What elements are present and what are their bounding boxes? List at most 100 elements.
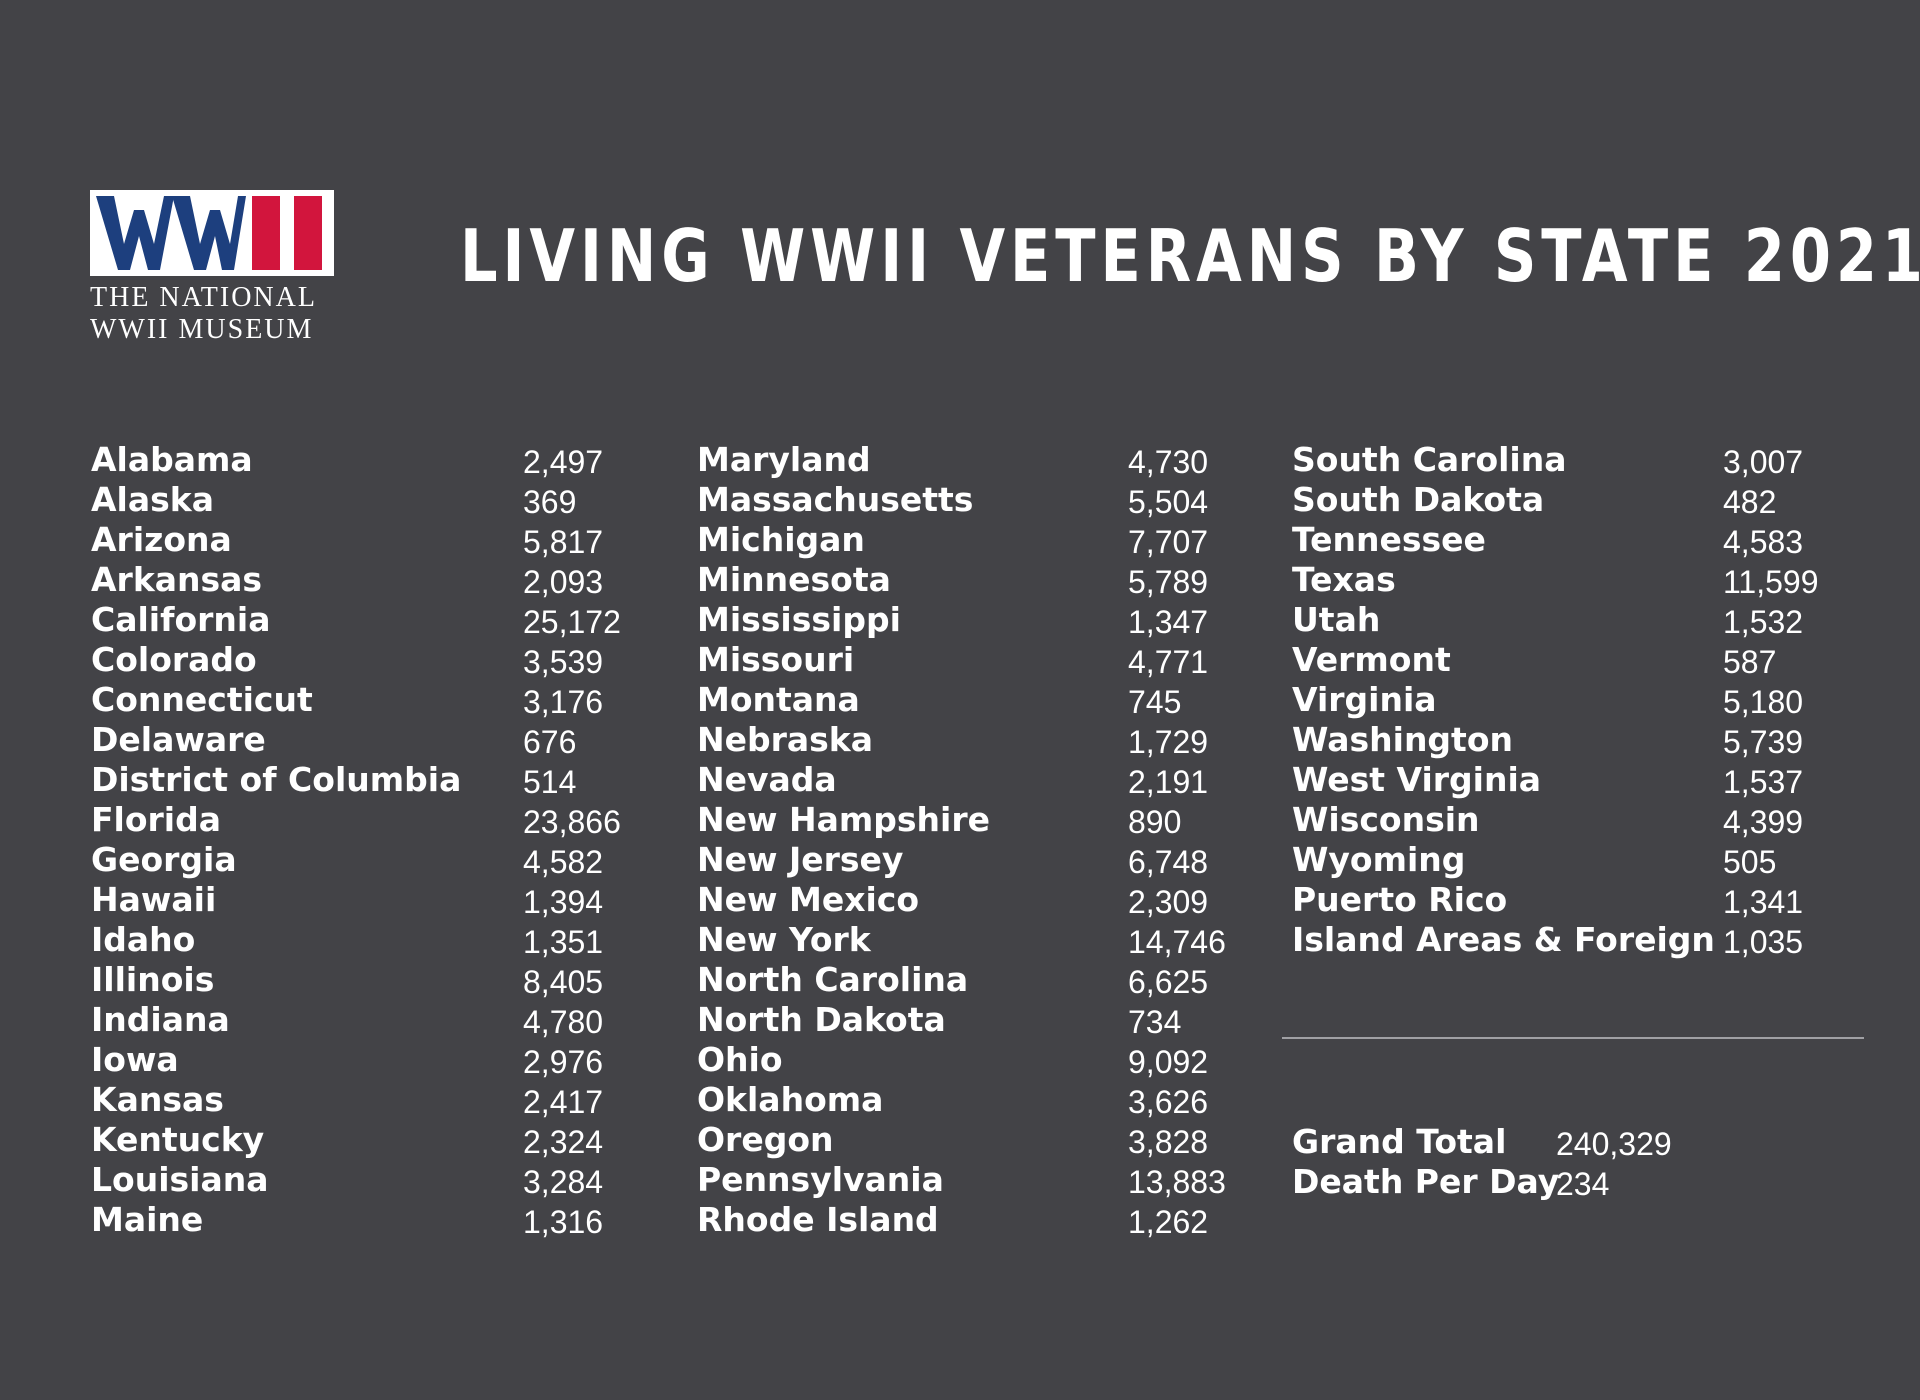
row-label: North Carolina	[697, 960, 969, 999]
row-value: 13,883	[1128, 1164, 1226, 1200]
list-item: Arizona 5,817	[91, 520, 651, 560]
row-label: Tennessee	[1292, 520, 1486, 559]
row-label: Puerto Rico	[1292, 880, 1508, 919]
list-item: Nevada 2,191	[697, 760, 1257, 800]
row-label: Montana	[697, 680, 860, 719]
row-label: West Virginia	[1292, 760, 1542, 799]
row-value: 5,180	[1723, 684, 1804, 720]
row-label: Indiana	[91, 1000, 230, 1039]
list-item: Texas 11,599	[1292, 560, 1852, 600]
state-column-2: Maryland 4,730 Massachusetts 5,504 Michigan 7…	[697, 440, 1257, 1240]
row-label: Florida	[91, 800, 222, 839]
row-label: California	[91, 600, 271, 639]
list-item: Oklahoma 3,626	[697, 1080, 1257, 1120]
row-value: 6,748	[1128, 844, 1209, 880]
row-label: New Jersey	[697, 840, 904, 879]
row-value: 4,582	[523, 844, 604, 880]
row-label: District of Columbia	[91, 760, 462, 799]
row-label: Massachusetts	[697, 480, 974, 519]
row-value: 4,583	[1723, 524, 1804, 560]
row-value: 505	[1723, 844, 1777, 880]
row-label: North Dakota	[697, 1000, 946, 1039]
wwii-logo-graphic	[96, 196, 322, 270]
row-value: 5,817	[523, 524, 604, 560]
row-value: 3,284	[523, 1164, 604, 1200]
row-label: Oklahoma	[697, 1080, 884, 1119]
row-value: 369	[523, 484, 577, 520]
wwii-logo-mark	[90, 190, 334, 276]
row-label: Oregon	[697, 1120, 834, 1159]
row-value: 3,828	[1128, 1124, 1209, 1160]
list-item: Kentucky 2,324	[91, 1120, 651, 1160]
row-label: Delaware	[91, 720, 266, 759]
row-label: Vermont	[1292, 640, 1451, 679]
row-label: New Mexico	[697, 880, 920, 919]
row-value: 1,394	[523, 884, 604, 920]
list-item: Arkansas 2,093	[91, 560, 651, 600]
row-label: South Carolina	[1292, 440, 1567, 479]
logo-text: THE NATIONAL WWII MUSEUM	[90, 282, 340, 346]
row-value: 2,417	[523, 1084, 604, 1120]
list-item: California 25,172	[91, 600, 651, 640]
page-title: LIVING WWII VETERANS BY STATE 2021	[460, 214, 1920, 298]
list-item: Connecticut 3,176	[91, 680, 651, 720]
row-label: Colorado	[91, 640, 257, 679]
row-label: Georgia	[91, 840, 237, 879]
list-item: Massachusetts 5,504	[697, 480, 1257, 520]
row-value: 2,324	[523, 1124, 604, 1160]
row-value: 9,092	[1128, 1044, 1209, 1080]
list-item: Michigan 7,707	[697, 520, 1257, 560]
row-label: Wyoming	[1292, 840, 1466, 879]
row-value: 1,035	[1723, 924, 1804, 960]
row-value: 676	[523, 724, 577, 760]
list-item: Missouri 4,771	[697, 640, 1257, 680]
row-label: Pennsylvania	[697, 1160, 944, 1199]
row-value: 3,539	[523, 644, 604, 680]
list-item: New Mexico 2,309	[697, 880, 1257, 920]
row-value: 14,746	[1128, 924, 1226, 960]
totals-divider	[1282, 1037, 1864, 1039]
row-label: Michigan	[697, 520, 865, 559]
museum-logo: THE NATIONAL WWII MUSEUM	[90, 190, 340, 346]
logo-line-1: THE NATIONAL	[90, 282, 317, 313]
list-item: Minnesota 5,789	[697, 560, 1257, 600]
row-value: 23,866	[523, 804, 621, 840]
row-label: Iowa	[91, 1040, 179, 1079]
row-label: South Dakota	[1292, 480, 1545, 519]
logo-line-2: WWII MUSEUM	[90, 314, 314, 345]
row-label: Virginia	[1292, 680, 1437, 719]
row-label: Nevada	[697, 760, 837, 799]
row-value: 1,341	[1723, 884, 1804, 920]
row-value: 1,351	[523, 924, 604, 960]
row-value: 3,626	[1128, 1084, 1209, 1120]
list-item: Oregon 3,828	[697, 1120, 1257, 1160]
list-item: District of Columbia 514	[91, 760, 651, 800]
list-item: Ohio 9,092	[697, 1040, 1257, 1080]
row-value: 2,976	[523, 1044, 604, 1080]
list-item: South Carolina 3,007	[1292, 440, 1852, 480]
list-item: Utah 1,532	[1292, 600, 1852, 640]
list-item: Georgia 4,582	[91, 840, 651, 880]
row-label: Missouri	[697, 640, 855, 679]
list-item: Illinois 8,405	[91, 960, 651, 1000]
row-value: 4,771	[1128, 644, 1209, 680]
row-label: Alabama	[91, 440, 253, 479]
row-label: Kentucky	[91, 1120, 265, 1159]
row-value: 1,537	[1723, 764, 1804, 800]
row-label: New Hampshire	[697, 800, 990, 839]
row-value: 587	[1723, 644, 1777, 680]
row-value: 5,789	[1128, 564, 1209, 600]
row-label: Illinois	[91, 960, 215, 999]
list-item: Colorado 3,539	[91, 640, 651, 680]
row-label: Arkansas	[91, 560, 263, 599]
row-label: Texas	[1292, 560, 1396, 599]
list-item: Iowa 2,976	[91, 1040, 651, 1080]
list-item: Wyoming 505	[1292, 840, 1852, 880]
list-item: North Carolina 6,625	[697, 960, 1257, 1000]
row-label: Grand Total	[1292, 1122, 1507, 1161]
row-value: 2,309	[1128, 884, 1209, 920]
row-value: 1,316	[523, 1204, 604, 1240]
row-label: Alaska	[91, 480, 214, 519]
list-item: Washington 5,739	[1292, 720, 1852, 760]
list-item: Delaware 676	[91, 720, 651, 760]
